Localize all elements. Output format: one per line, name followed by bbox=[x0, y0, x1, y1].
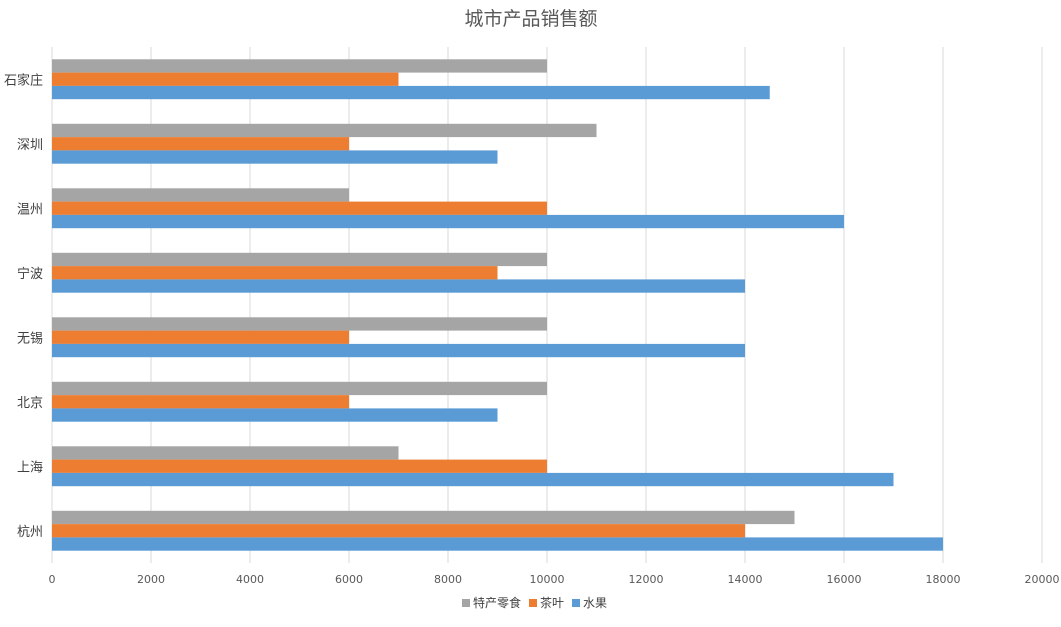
bar-茶叶-宁波 bbox=[52, 266, 498, 280]
x-tick-label: 12000 bbox=[629, 573, 664, 586]
chart-title: 城市产品销售额 bbox=[464, 8, 597, 30]
bar-水果-上海 bbox=[52, 472, 894, 487]
x-tick-label: 18000 bbox=[926, 573, 961, 586]
bar-水果-无锡 bbox=[52, 343, 745, 358]
bar-水果-温州 bbox=[52, 214, 844, 229]
x-tick-label: 4000 bbox=[236, 573, 264, 586]
legend-label: 特产零食 bbox=[473, 595, 521, 610]
x-tick-label: 2000 bbox=[137, 573, 165, 586]
bar-水果-石家庄 bbox=[52, 85, 770, 100]
axes: 0 2000 4000 6000 8000 10000 12000 14000 16000 180… bbox=[4, 72, 1060, 586]
bar-特产零食-温州 bbox=[52, 188, 349, 202]
bar-水果-北京 bbox=[52, 408, 498, 422]
y-category-label: 石家庄 bbox=[4, 72, 43, 88]
legend-swatch bbox=[462, 599, 470, 607]
x-tick-label: 6000 bbox=[335, 573, 363, 586]
bar-茶叶-深圳 bbox=[52, 137, 349, 151]
legend-swatch bbox=[572, 599, 580, 607]
x-tick-label: 8000 bbox=[434, 573, 462, 586]
bar-特产零食-杭州 bbox=[52, 510, 795, 525]
bar-特产零食-上海 bbox=[52, 446, 399, 460]
legend-label: 水果 bbox=[583, 596, 607, 610]
x-tick-label: 10000 bbox=[530, 573, 565, 586]
bar-水果-宁波 bbox=[52, 279, 745, 293]
bar-茶叶-无锡 bbox=[52, 330, 349, 344]
y-category-label: 上海 bbox=[17, 460, 43, 475]
legend: 特产零食 茶叶 水果 bbox=[462, 595, 607, 610]
bars-group bbox=[52, 59, 943, 551]
x-tick-label: 16000 bbox=[827, 573, 862, 586]
x-tick-label: 0 bbox=[49, 573, 56, 586]
y-category-label: 杭州 bbox=[17, 525, 43, 540]
x-tick-label: 14000 bbox=[728, 573, 763, 586]
y-category-label: 北京 bbox=[17, 396, 43, 411]
bar-水果-杭州 bbox=[52, 537, 943, 551]
y-category-label: 无锡 bbox=[17, 331, 43, 346]
x-tick-label: 20000 bbox=[1025, 573, 1060, 586]
bar-茶叶-杭州 bbox=[52, 524, 745, 538]
bar-特产零食-深圳 bbox=[52, 123, 597, 138]
bar-茶叶-上海 bbox=[52, 459, 547, 473]
bar-特产零食-宁波 bbox=[52, 252, 547, 267]
bar-水果-深圳 bbox=[52, 150, 498, 164]
bar-特产零食-石家庄 bbox=[52, 59, 547, 73]
y-category-label: 宁波 bbox=[17, 266, 43, 282]
bar-茶叶-温州 bbox=[52, 201, 547, 215]
y-category-label: 温州 bbox=[17, 202, 43, 217]
bar-特产零食-北京 bbox=[52, 381, 547, 396]
legend-swatch bbox=[529, 599, 537, 607]
bar-茶叶-石家庄 bbox=[52, 72, 399, 86]
bar-特产零食-无锡 bbox=[52, 317, 547, 331]
y-category-label: 深圳 bbox=[17, 138, 43, 153]
legend-label: 茶叶 bbox=[540, 595, 564, 610]
bar-茶叶-北京 bbox=[52, 395, 349, 409]
